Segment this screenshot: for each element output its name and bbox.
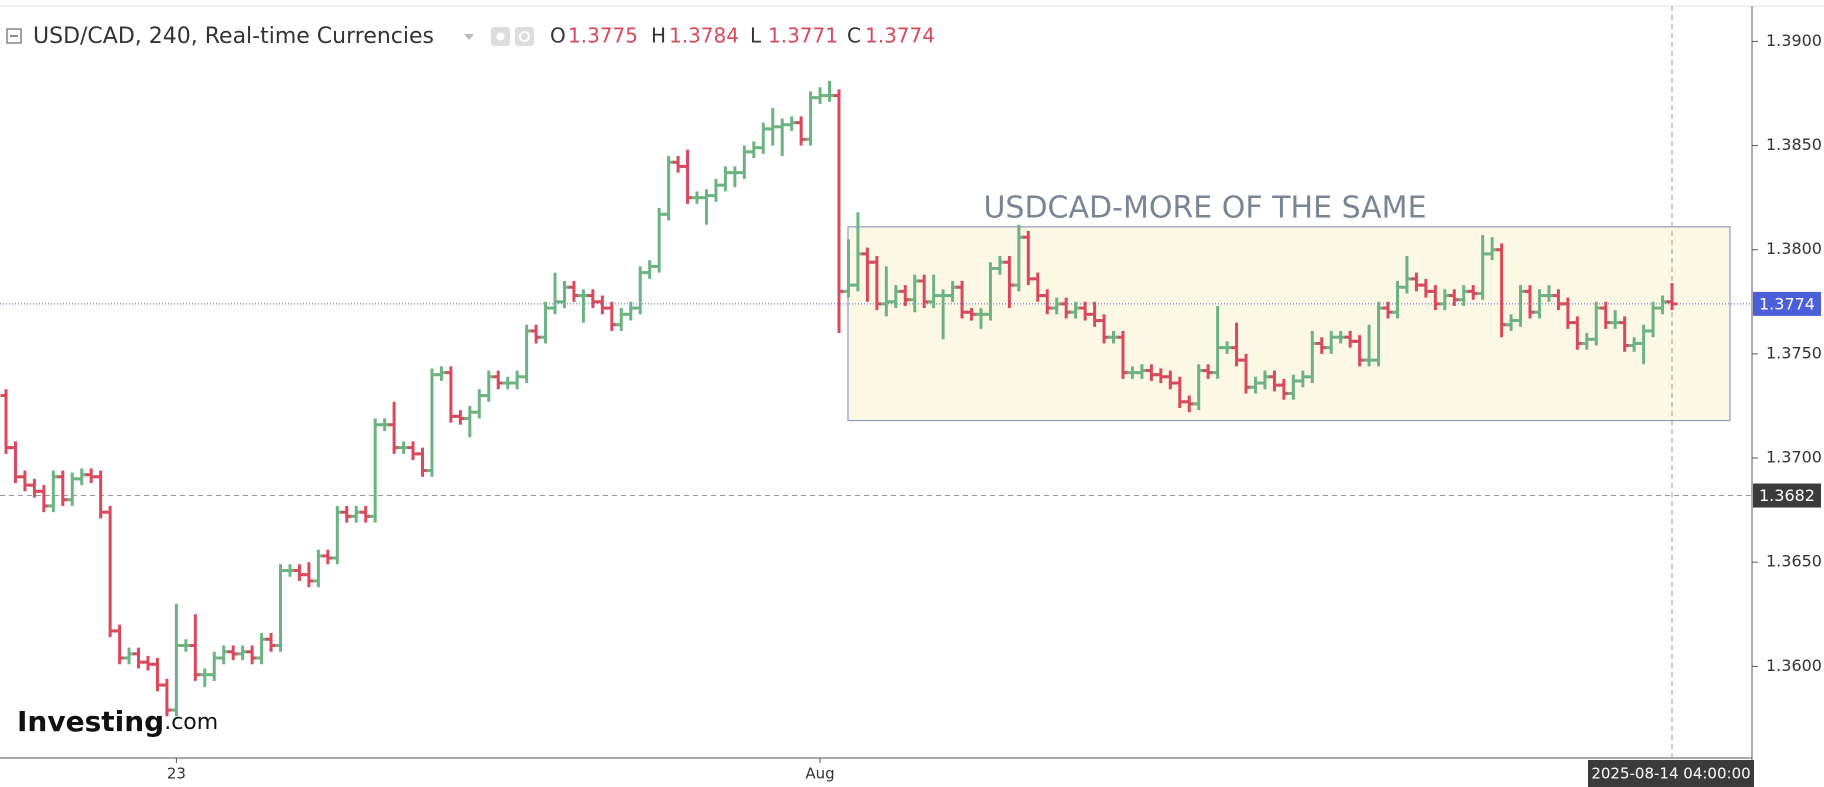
x-tick-label: Aug bbox=[805, 765, 834, 783]
ohlc-value: 1.3784 bbox=[669, 24, 739, 48]
ohlc-value: 1.3775 bbox=[568, 24, 638, 48]
crosshair-price-label: 1.3682 bbox=[1759, 486, 1815, 505]
watermark-brand: Investing bbox=[17, 705, 164, 738]
settings-icon[interactable] bbox=[515, 27, 534, 46]
y-tick-label: 1.3600 bbox=[1766, 656, 1822, 675]
axis-layer: 1.3600 1.3650 1.3700 1.3750 1.3800 1.3850 1.39… bbox=[167, 31, 1822, 787]
watermark-domain: .com bbox=[164, 710, 218, 735]
annotation-text: USDCAD-MORE OF THE SAME bbox=[983, 190, 1426, 225]
x-tick-label: 23 bbox=[167, 765, 186, 783]
ohlc-value: 1.3771 bbox=[768, 24, 838, 48]
crosshair-time-label: 2025-08-14 04:00:00 bbox=[1591, 765, 1750, 783]
watermark: Investing.com bbox=[17, 705, 218, 738]
collapse-icon[interactable] bbox=[6, 28, 22, 44]
y-tick-label: 1.3900 bbox=[1766, 31, 1822, 50]
ohlc-key: O bbox=[550, 24, 566, 48]
y-tick-label: 1.3850 bbox=[1766, 135, 1822, 154]
ohlc-value: 1.3774 bbox=[865, 24, 935, 48]
y-tick-label: 1.3750 bbox=[1766, 343, 1822, 362]
last-price-label: 1.3774 bbox=[1759, 294, 1815, 313]
annotation-box bbox=[847, 226, 1731, 422]
ohlc-key: H bbox=[651, 24, 666, 48]
collapse-box bbox=[6, 28, 22, 44]
bars-layer bbox=[0, 80, 1678, 717]
y-tick-label: 1.3650 bbox=[1766, 552, 1822, 571]
chart-title: USD/CAD, 240, Real-time Currencies bbox=[33, 24, 434, 49]
visibility-icon-eye bbox=[496, 32, 505, 41]
y-tick-label: 1.3800 bbox=[1766, 239, 1822, 258]
crosshair-time-box bbox=[1588, 760, 1754, 787]
ohlc-key: C bbox=[847, 24, 861, 48]
annotation-layer: USDCAD-MORE OF THE SAME bbox=[847, 190, 1731, 422]
ohlc-key: L bbox=[750, 24, 762, 48]
settings-icon-gear bbox=[519, 31, 530, 42]
dropdown-arrow[interactable] bbox=[464, 34, 474, 40]
y-tick-label: 1.3700 bbox=[1766, 448, 1822, 467]
last-price-box bbox=[1753, 291, 1821, 316]
crosshair-price-box bbox=[1753, 483, 1821, 508]
ohlc-header: O 1.3775 H 1.3784 L 1.3771 C 1.3774 bbox=[550, 24, 935, 48]
